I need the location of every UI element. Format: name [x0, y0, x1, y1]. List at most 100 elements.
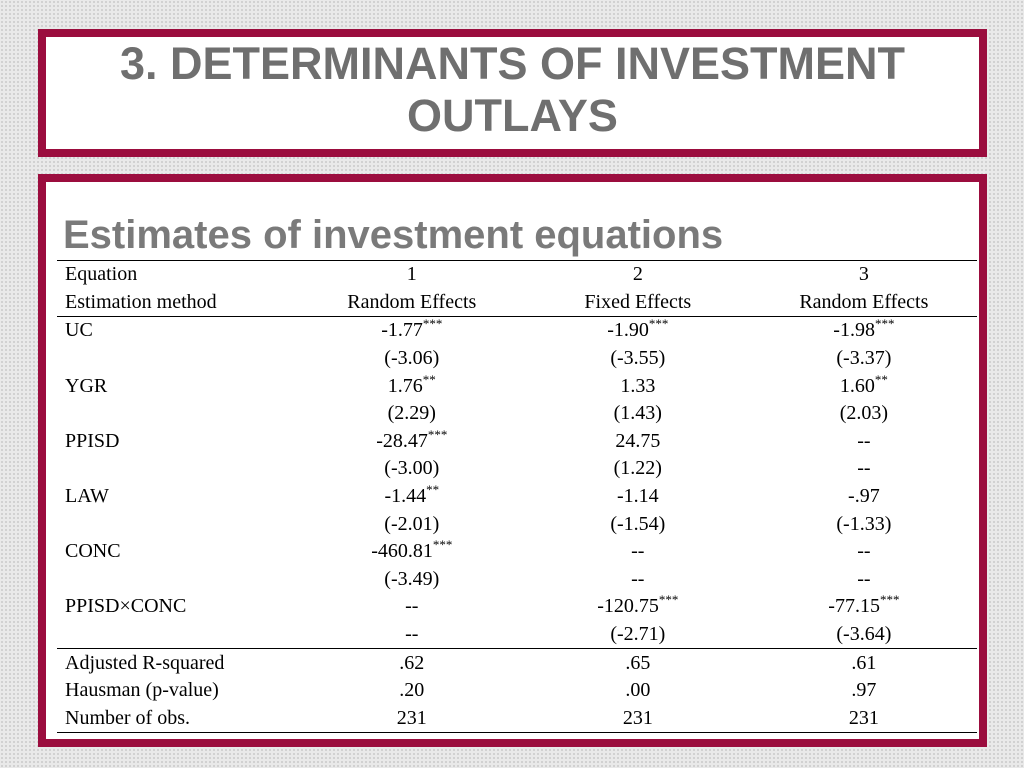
coefficient-cell: 1.33 — [525, 372, 751, 400]
header-method: Random Effects — [750, 288, 977, 318]
header-method: Random Effects — [298, 288, 525, 318]
t-statistic: (-3.00) — [384, 457, 440, 480]
t-statistic: -- — [857, 567, 871, 590]
header-label: Estimation method — [57, 288, 299, 318]
variable-name: CONC — [65, 540, 121, 563]
coefficient-cell: 1.60** — [751, 372, 977, 400]
t-statistic: (-3.64) — [750, 620, 977, 650]
table-header-row-method: Estimation method Random Effects Fixed E… — [57, 288, 977, 318]
slide-subtitle: Estimates of investment equations — [63, 213, 724, 257]
slide-title: 3. DETERMINANTS OF INVESTMENT OUTLAYS — [120, 38, 905, 142]
stat-value: 231 — [524, 704, 751, 734]
t-statistic: (-2.01) — [384, 512, 440, 535]
table-row: PPISD×CONC -- -120.75*** -77.15*** — [57, 593, 977, 621]
t-statistic: (-3.55) — [610, 347, 666, 370]
table-row-tstat: (2.29) (1.43) (2.03) — [57, 400, 977, 428]
t-statistic: -- — [631, 567, 645, 590]
table-row: YGR 1.76** 1.33 1.60** — [57, 372, 977, 400]
table-row: PPISD -28.47*** 24.75 -- — [57, 428, 977, 456]
t-statistic: (-3.49) — [384, 567, 440, 590]
header-equation-number: 3 — [750, 259, 977, 289]
significance-stars: *** — [879, 592, 900, 608]
significance-stars: *** — [648, 316, 669, 332]
coefficient-value: 24.75 — [615, 429, 661, 452]
variable-name: LAW — [65, 485, 109, 508]
stat-value: .00 — [625, 679, 651, 702]
coefficient-value: -1.77 — [381, 319, 423, 342]
slide-title-line-1: 3. DETERMINANTS OF INVESTMENT — [119, 38, 906, 89]
stat-value: .20 — [399, 679, 425, 702]
coefficient-cell: -1.98*** — [751, 317, 977, 345]
t-statistic: (-2.71) — [524, 620, 751, 650]
table-row-tstat: (-3.49) -- -- — [57, 566, 977, 594]
t-statistic: (1.22) — [613, 457, 662, 480]
t-statistic: -- — [857, 457, 871, 480]
table-row: CONC -460.81*** -- -- — [57, 538, 977, 566]
variable-name: PPISD×CONC — [65, 595, 187, 618]
coefficient-cell: -- — [751, 428, 977, 456]
significance-stars: ** — [426, 482, 440, 498]
stat-label: Hausman (p-value) — [65, 679, 219, 702]
slide-content-box: Estimates of investment equations Equati… — [38, 174, 987, 747]
table-header-row-equation: Equation 1 2 3 — [57, 259, 977, 289]
significance-stars: ** — [874, 371, 888, 387]
coefficient-cell: -1.77*** — [299, 317, 525, 345]
stat-value: .97 — [851, 679, 877, 702]
variable-name: UC — [65, 319, 93, 342]
coefficient-value: -1.90 — [607, 319, 649, 342]
stat-value: .62 — [399, 651, 425, 674]
table-row-tstat: (-3.00) (1.22) -- — [57, 455, 977, 483]
coefficient-value: -1.14 — [616, 485, 659, 508]
significance-stars: *** — [427, 426, 448, 442]
table-row-tstat: -- (-2.71) (-3.64) — [57, 620, 977, 650]
stat-value: .65 — [625, 651, 651, 674]
stat-value: 231 — [750, 704, 977, 734]
coefficient-cell: -.97 — [751, 483, 977, 511]
coefficient-cell: 24.75 — [525, 428, 751, 456]
variable-name: PPISD — [65, 429, 120, 452]
significance-stars: *** — [422, 316, 443, 332]
stats-row: Number of obs. 231 231 231 — [57, 704, 977, 734]
significance-stars: *** — [432, 537, 453, 553]
header-method: Fixed Effects — [524, 288, 751, 318]
significance-stars: *** — [874, 316, 895, 332]
coefficient-cell: -460.81*** — [299, 538, 525, 566]
estimates-table: Equation 1 2 3 Estimation method Random … — [57, 259, 977, 734]
stat-label: Adjusted R-squared — [65, 651, 225, 674]
slide-title-line-2: OUTLAYS — [407, 90, 618, 141]
t-statistic: -- — [298, 620, 525, 650]
table-row-tstat: (-2.01) (-1.54) (-1.33) — [57, 510, 977, 538]
significance-stars: *** — [658, 592, 679, 608]
coefficient-value: -- — [857, 540, 871, 563]
header-equation-number: 1 — [298, 259, 525, 289]
coefficient-cell: -77.15*** — [751, 593, 977, 621]
coefficient-value: -- — [405, 595, 419, 618]
stat-value: .61 — [851, 651, 877, 674]
coefficient-cell: -- — [751, 538, 977, 566]
stats-row: Hausman (p-value) .20 .00 .97 — [57, 677, 977, 705]
t-statistic: (2.29) — [387, 402, 436, 425]
header-label: Equation — [57, 259, 299, 289]
coefficient-cell: -- — [299, 593, 525, 621]
coefficient-value: -- — [631, 540, 645, 563]
coefficient-cell: 1.76** — [299, 372, 525, 400]
coefficient-cell: -120.75*** — [525, 593, 751, 621]
coefficient-cell: -28.47*** — [299, 428, 525, 456]
t-statistic: (1.43) — [613, 402, 662, 425]
coefficient-value: -460.81 — [371, 540, 433, 563]
t-statistic: (-3.06) — [384, 347, 440, 370]
variable-name: YGR — [65, 374, 108, 397]
coefficient-value: 1.33 — [620, 374, 656, 397]
coefficient-cell: -1.14 — [525, 483, 751, 511]
significance-stars: ** — [422, 371, 436, 387]
coefficient-value: -77.15 — [828, 595, 880, 618]
coefficient-cell: -1.90*** — [525, 317, 751, 345]
stat-value: 231 — [298, 704, 525, 734]
coefficient-value: -1.98 — [833, 319, 875, 342]
t-statistic: (-1.33) — [836, 512, 892, 535]
t-statistic: (2.03) — [839, 402, 889, 425]
table-row: LAW -1.44** -1.14 -.97 — [57, 483, 977, 511]
coefficient-value: 1.76 — [387, 374, 423, 397]
coefficient-value: -1.44 — [384, 485, 427, 508]
coefficient-value: -28.47 — [376, 429, 428, 452]
